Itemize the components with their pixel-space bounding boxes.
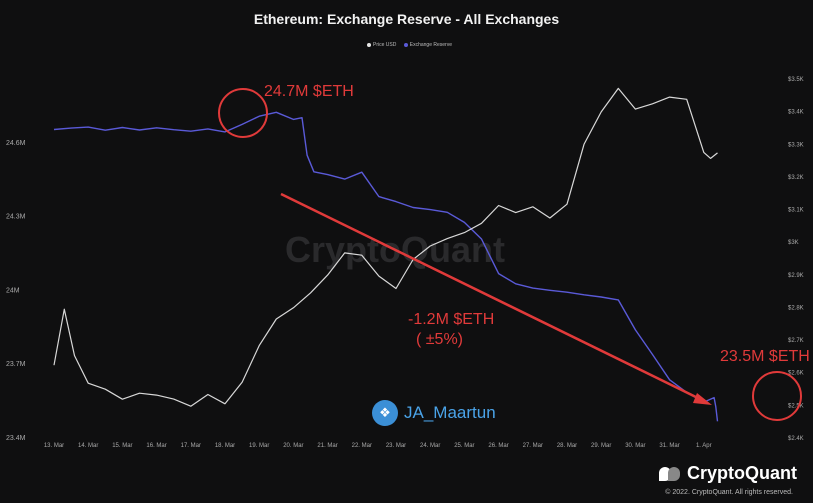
y-left-tick-label: 24M [6, 287, 20, 294]
y-right-tick-label: $2.4K [788, 436, 804, 442]
x-tick-label: 19. Mar [249, 443, 269, 449]
reserve-series-line [53, 111, 719, 422]
y-right-tick-label: $2.5K [788, 403, 804, 409]
y-left-tick-label: 24.6M [6, 140, 26, 147]
x-tick-label: 29. Mar [591, 443, 611, 449]
annotation-change-percent: ( ±5%) [416, 331, 463, 348]
legend-reserve-label: Exchange Reserve [409, 42, 452, 48]
x-tick-label: 27. Mar [523, 443, 543, 449]
y-right-tick-label: $2.8K [788, 305, 804, 311]
brand-logo: CryptoQuant [659, 463, 797, 484]
y-right-tick-label: $3.2K [788, 175, 804, 181]
legend-price-label: Price USD [373, 42, 397, 48]
y-right-tick-label: $3.3K [788, 142, 804, 148]
y-right-tick-label: $3.1K [788, 208, 804, 214]
x-tick-label: 15. Mar [112, 443, 132, 449]
x-tick-label: 23. Mar [386, 443, 406, 449]
x-tick-label: 13. Mar [44, 443, 64, 449]
x-tick-label: 20. Mar [283, 443, 303, 449]
trend-arrow-line [280, 192, 701, 401]
chart-legend[interactable]: Price USD Exchange Reserve [0, 42, 813, 48]
x-tick-label: 30. Mar [625, 443, 645, 449]
highlight-circle-end [752, 371, 802, 421]
x-tick-label: 16. Mar [146, 443, 166, 449]
x-tick-label: 24. Mar [420, 443, 440, 449]
y-right-tick-label: $3.4K [788, 110, 804, 116]
price-series-line [53, 87, 718, 407]
legend-reserve-marker [403, 42, 408, 47]
y-right-tick-label: $2.7K [788, 338, 804, 344]
y-right-tick-label: $3K [788, 240, 799, 246]
brand-name: CryptoQuant [687, 463, 797, 483]
x-tick-label: 1. Apr [696, 443, 712, 449]
chart-title: Ethereum: Exchange Reserve - All Exchang… [253, 11, 560, 27]
x-tick-label: 21. Mar [317, 443, 337, 449]
twitter-handle: ❖ JA_Maartun [372, 400, 496, 426]
x-tick-label: 22. Mar [352, 443, 372, 449]
x-tick-label: 25. Mar [454, 443, 474, 449]
x-tick-label: 14. Mar [78, 443, 98, 449]
legend-price-marker [367, 42, 371, 47]
x-tick-label: 18. Mar [215, 443, 235, 449]
highlight-circle-start [218, 88, 268, 138]
x-tick-label: 17. Mar [181, 443, 201, 449]
twitter-handle-text: JA_Maartun [404, 403, 496, 422]
y-right-tick-label: $2.9K [788, 273, 804, 279]
copyright: © 2022. CryptoQuant. All rights reserved… [665, 489, 793, 496]
y-left-tick-label: 23.4M [6, 435, 26, 442]
y-left-tick-label: 24.3M [6, 214, 26, 221]
annotation-start-value: 24.7M $ETH [264, 83, 354, 100]
y-right-tick-label: $2.6K [788, 371, 804, 377]
twitter-bird-icon: ❖ [372, 400, 398, 426]
x-tick-label: 31. Mar [659, 443, 679, 449]
x-tick-label: 28. Mar [557, 443, 577, 449]
y-left-tick-label: 23.7M [6, 361, 26, 368]
annotation-change-value: -1.2M $ETH [408, 311, 494, 328]
x-tick-label: 26. Mar [488, 443, 508, 449]
trend-arrow-head [693, 393, 712, 405]
y-right-tick-label: $3.5K [788, 77, 804, 83]
annotation-end-value: 23.5M $ETH [720, 348, 810, 365]
cryptoquant-logo-icon [659, 466, 681, 481]
